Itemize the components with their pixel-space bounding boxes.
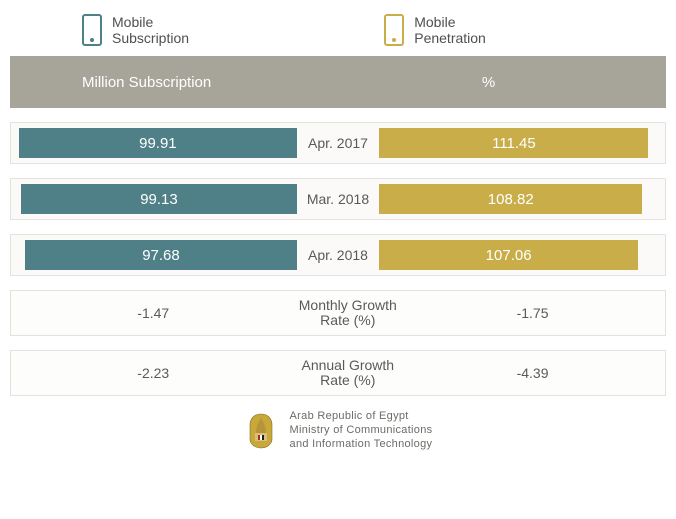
bar-subscription: 97.68 [25, 240, 296, 270]
units-left: Million Subscription [10, 74, 351, 91]
units-header: Million Subscription % [10, 56, 666, 108]
row-label: Apr. 2018 [297, 247, 380, 263]
stat-left-value: -1.47 [11, 305, 295, 321]
data-row: 99.13Mar. 2018108.82 [10, 178, 666, 220]
data-rows: 99.91Apr. 2017111.45 99.13Mar. 2018108.82… [10, 122, 666, 396]
stat-row: -1.47Monthly GrowthRate (%)-1.75 [10, 290, 666, 336]
footer-line2: Ministry of Communications [290, 424, 433, 438]
bar-penetration: 111.45 [379, 128, 648, 158]
stat-label: Monthly GrowthRate (%) [295, 298, 400, 329]
bar-track-right: 107.06 [379, 240, 657, 270]
bar-penetration: 107.06 [379, 240, 637, 270]
phone-icon [82, 14, 102, 46]
legend-label-right: MobilePenetration [414, 14, 486, 46]
stat-right-value: -1.75 [400, 305, 665, 321]
bar-track-left: 97.68 [19, 240, 297, 270]
row-label: Mar. 2018 [297, 191, 380, 207]
legend-subscription: MobileSubscription [10, 14, 364, 46]
phone-icon [384, 14, 404, 46]
footer-line1: Arab Republic of Egypt [290, 410, 433, 424]
legend: MobileSubscription MobilePenetration [10, 8, 666, 56]
legend-label-left: MobileSubscription [112, 14, 189, 46]
stat-right-value: -4.39 [400, 365, 665, 381]
footer-text: Arab Republic of Egypt Ministry of Commu… [290, 410, 433, 451]
bar-track-right: 111.45 [379, 128, 657, 158]
bar-subscription: 99.91 [19, 128, 296, 158]
bar-subscription: 99.13 [21, 184, 296, 214]
data-row: 97.68Apr. 2018107.06 [10, 234, 666, 276]
units-right: % [351, 74, 666, 91]
bar-track-left: 99.91 [19, 128, 297, 158]
stat-label: Annual GrowthRate (%) [295, 358, 400, 389]
data-row: 99.91Apr. 2017111.45 [10, 122, 666, 164]
stat-left-value: -2.23 [11, 365, 295, 381]
bar-track-right: 108.82 [379, 184, 657, 214]
stat-row: -2.23Annual GrowthRate (%)-4.39 [10, 350, 666, 396]
egypt-emblem-icon [244, 411, 278, 451]
row-label: Apr. 2017 [297, 135, 380, 151]
legend-penetration: MobilePenetration [364, 14, 666, 46]
bar-penetration: 108.82 [379, 184, 642, 214]
bar-track-left: 99.13 [19, 184, 297, 214]
footer: Arab Republic of Egypt Ministry of Commu… [10, 410, 666, 451]
footer-line3: and Information Technology [290, 438, 433, 452]
